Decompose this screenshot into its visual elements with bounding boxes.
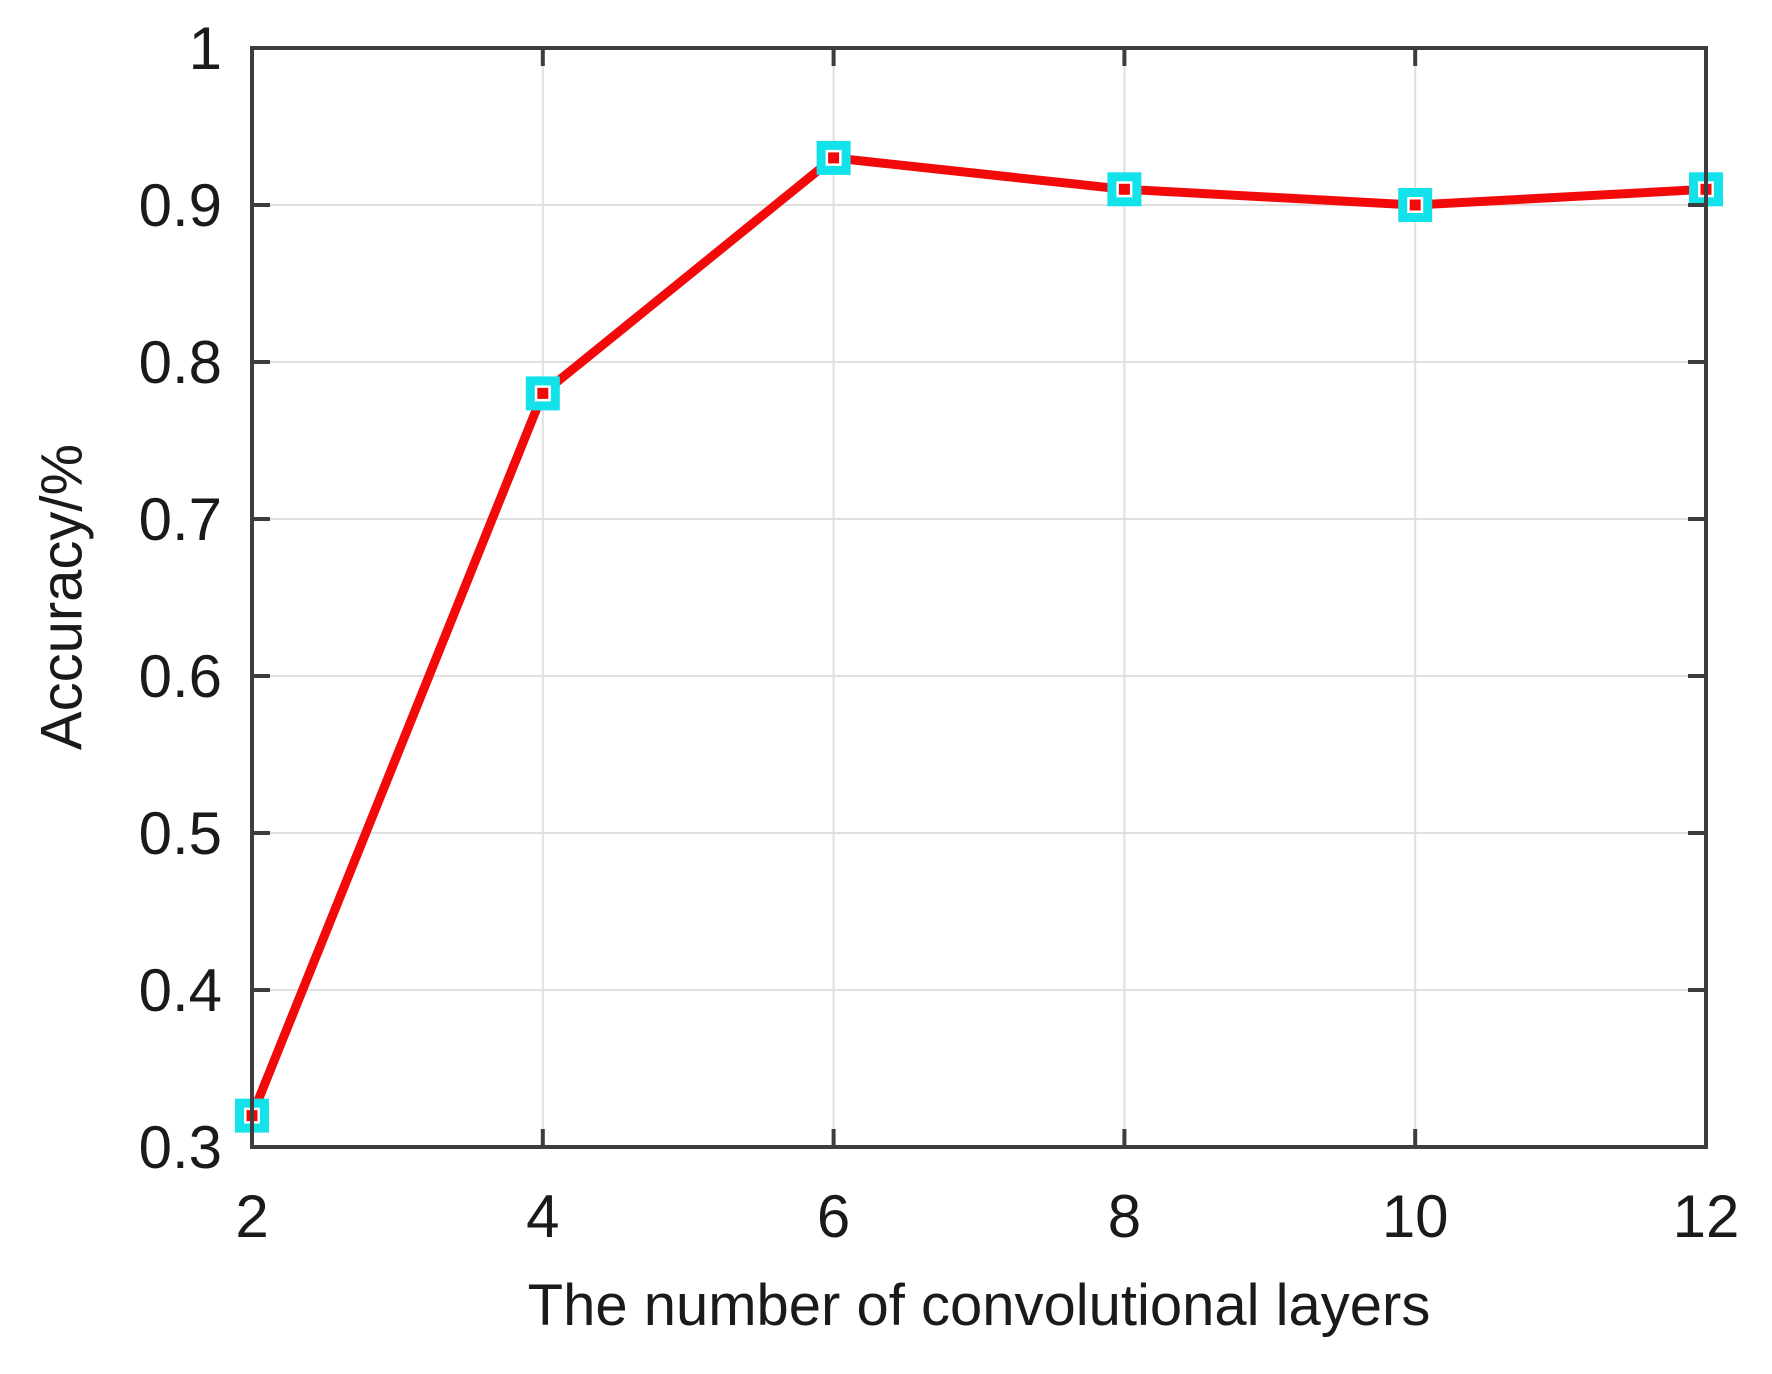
y-tick-label: 0.7 bbox=[139, 486, 222, 553]
marker-center-dot bbox=[1118, 183, 1130, 195]
x-tick-label: 8 bbox=[1108, 1183, 1141, 1250]
y-tick-label: 0.5 bbox=[139, 800, 222, 867]
data-point-marker bbox=[1398, 188, 1433, 222]
x-tick-label: 10 bbox=[1382, 1183, 1449, 1250]
accuracy-line bbox=[247, 153, 1707, 1118]
y-axis-title: Accuracy/% bbox=[29, 443, 95, 751]
x-tick-label: 6 bbox=[817, 1183, 850, 1250]
x-tick-label: 2 bbox=[235, 1183, 268, 1250]
marker-center-dot bbox=[828, 152, 840, 164]
y-tick-label: 0.8 bbox=[139, 329, 222, 396]
x-tick-label: 4 bbox=[526, 1183, 559, 1250]
marker-center-dot bbox=[537, 387, 549, 399]
plot-border bbox=[250, 46, 1708, 1149]
y-tick-label: 0.3 bbox=[139, 1114, 222, 1181]
x-tick-label: 12 bbox=[1673, 1183, 1740, 1250]
y-tick-label: 0.9 bbox=[139, 172, 222, 239]
y-tick-label: 0.4 bbox=[139, 957, 222, 1024]
y-tick-label: 0.6 bbox=[139, 643, 222, 710]
marker-center-dot bbox=[1409, 199, 1421, 211]
x-axis-title: The number of convolutional layers bbox=[527, 1273, 1431, 1338]
y-tick-label: 1 bbox=[189, 15, 222, 82]
